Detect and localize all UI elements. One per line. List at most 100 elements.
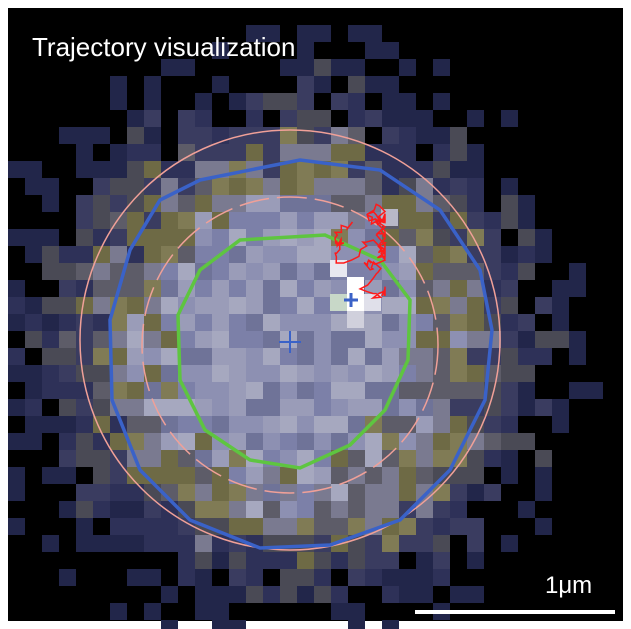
pixel (8, 365, 25, 382)
pixel (246, 93, 263, 110)
pixel (110, 93, 127, 110)
pixel (127, 569, 144, 586)
pixel (144, 365, 161, 382)
pixel (178, 144, 195, 161)
pixel (535, 467, 552, 484)
pixel (144, 178, 161, 195)
pixel (297, 399, 314, 416)
pixel (110, 348, 127, 365)
pixel (365, 348, 382, 365)
pixel (229, 297, 246, 314)
pixel (382, 178, 399, 195)
pixel (93, 161, 110, 178)
pixel (535, 399, 552, 416)
pixel (331, 518, 348, 535)
pixel (195, 195, 212, 212)
pixel (246, 246, 263, 263)
pixel (110, 501, 127, 518)
pixel (93, 484, 110, 501)
pixel (246, 433, 263, 450)
pixel (399, 93, 416, 110)
pixel (433, 297, 450, 314)
pixel (399, 229, 416, 246)
pixel (382, 501, 399, 518)
pixel (212, 76, 229, 93)
pixel (348, 484, 365, 501)
pixel (76, 195, 93, 212)
pixel (331, 93, 348, 110)
pixel (416, 484, 433, 501)
pixel (59, 569, 76, 586)
intensity-pixels (8, 25, 603, 629)
pixel (382, 195, 399, 212)
pixel (467, 110, 484, 127)
pixel (195, 331, 212, 348)
pixel (110, 246, 127, 263)
pixel (25, 297, 42, 314)
pixel (76, 348, 93, 365)
pixel (348, 25, 365, 42)
pixel (399, 161, 416, 178)
pixel (297, 76, 314, 93)
pixel (484, 263, 501, 280)
pixel (365, 144, 382, 161)
pixel (280, 59, 297, 76)
bright-pixel (330, 294, 347, 311)
pixel (127, 416, 144, 433)
pixel (263, 382, 280, 399)
pixel (314, 246, 331, 263)
pixel (25, 365, 42, 382)
pixel (433, 552, 450, 569)
pixel (314, 467, 331, 484)
pixel (501, 382, 518, 399)
center-cross (279, 331, 301, 353)
pixel (178, 433, 195, 450)
pixel (178, 365, 195, 382)
pixel (450, 501, 467, 518)
pixel (331, 280, 348, 297)
pixel (59, 263, 76, 280)
pixel (314, 484, 331, 501)
pixel (382, 416, 399, 433)
pixel (8, 467, 25, 484)
pixel (297, 59, 314, 76)
pixel (59, 331, 76, 348)
pixel (161, 59, 178, 76)
pixel (212, 331, 229, 348)
pixel (450, 314, 467, 331)
pixel (314, 144, 331, 161)
pixel (467, 144, 484, 161)
pixel (501, 450, 518, 467)
pixel (365, 365, 382, 382)
pixel (8, 297, 25, 314)
pixel (229, 280, 246, 297)
pixel (178, 518, 195, 535)
pixel (552, 280, 569, 297)
pixel (331, 501, 348, 518)
pixel (314, 586, 331, 603)
pixel (433, 433, 450, 450)
pixel (263, 25, 280, 42)
pixel (450, 178, 467, 195)
pixel (280, 195, 297, 212)
pixel (280, 297, 297, 314)
pixel (314, 127, 331, 144)
pixel (348, 467, 365, 484)
pixel (314, 212, 331, 229)
pixel (25, 382, 42, 399)
pixel (144, 93, 161, 110)
pixel (280, 399, 297, 416)
pixel (59, 382, 76, 399)
pixel (348, 331, 365, 348)
pixel (382, 433, 399, 450)
pixel (399, 399, 416, 416)
pixel (365, 110, 382, 127)
pixel (314, 280, 331, 297)
pixel (178, 212, 195, 229)
pixel (229, 569, 246, 586)
pixel (246, 144, 263, 161)
pixel (144, 569, 161, 586)
pixel (484, 484, 501, 501)
pixel (399, 467, 416, 484)
pixel (314, 382, 331, 399)
